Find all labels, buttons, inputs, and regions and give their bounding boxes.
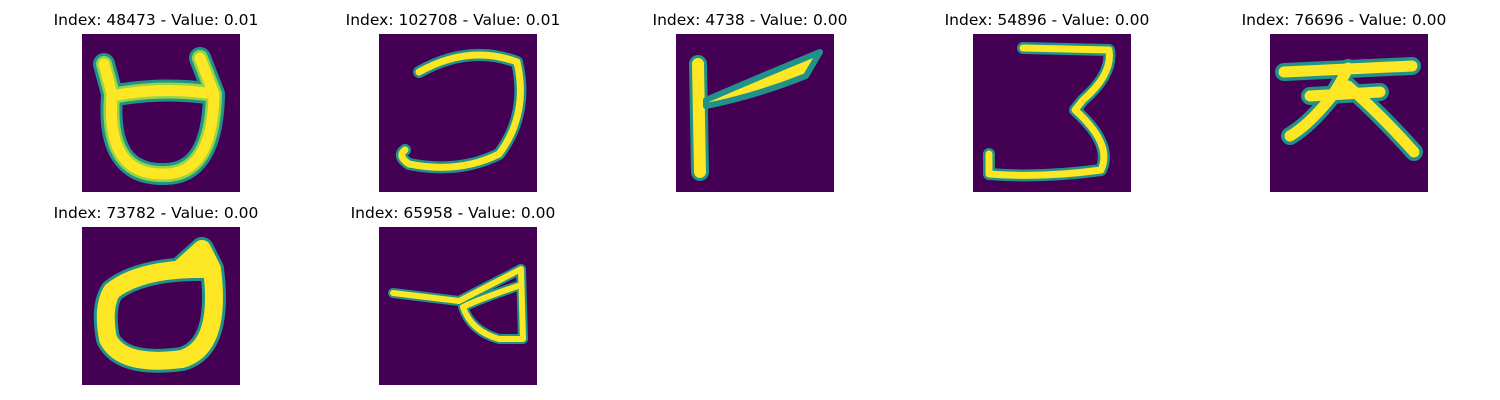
panel-title: Index: 48473 - Value: 0.01	[53, 11, 259, 29]
panel-1: Index: 48473 - Value: 0.01	[6, 0, 306, 193]
glyph-image	[973, 34, 1131, 192]
glyph-stroke	[689, 49, 823, 181]
glyph-stroke	[983, 42, 1116, 182]
panel-2: Index: 102708 - Value: 0.01	[303, 0, 603, 193]
glyph-stroke	[395, 48, 527, 174]
panel-title: Index: 73782 - Value: 0.00	[53, 204, 259, 222]
glyph-image	[379, 227, 537, 385]
panel-title: Index: 76696 - Value: 0.00	[1241, 11, 1447, 29]
glyph-image	[379, 34, 537, 192]
glyph-stroke	[1275, 57, 1423, 161]
panel-title: Index: 54896 - Value: 0.00	[944, 11, 1150, 29]
glyph-image	[1270, 34, 1428, 192]
panel-title: Index: 4738 - Value: 0.00	[652, 11, 848, 29]
glyph-image	[82, 227, 240, 385]
panel-7: Index: 65958 - Value: 0.00	[303, 193, 603, 386]
panel-title: Index: 102708 - Value: 0.01	[345, 11, 561, 29]
glyph-stroke	[93, 47, 225, 185]
panel-5: Index: 76696 - Value: 0.00	[1194, 0, 1494, 193]
panel-3: Index: 4738 - Value: 0.00	[600, 0, 900, 193]
panel-6: Index: 73782 - Value: 0.00	[6, 193, 306, 386]
glyph-stroke	[388, 264, 528, 344]
glyph-stroke	[93, 237, 226, 373]
glyph-image	[82, 34, 240, 192]
panel-4: Index: 54896 - Value: 0.00	[897, 0, 1197, 193]
panel-title: Index: 65958 - Value: 0.00	[350, 204, 556, 222]
glyph-image	[676, 34, 834, 192]
